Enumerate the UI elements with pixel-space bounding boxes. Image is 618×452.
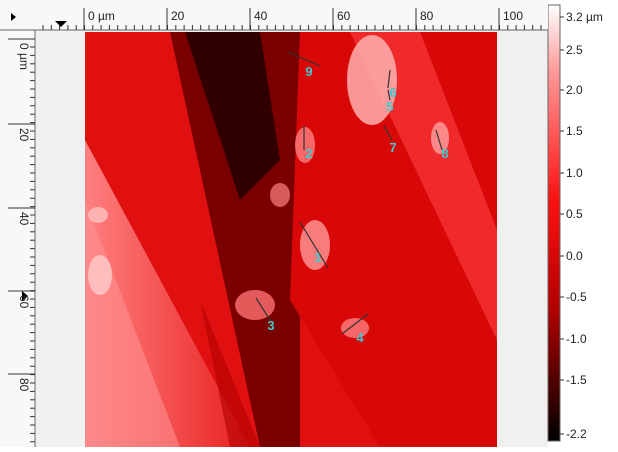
height-image xyxy=(85,32,497,447)
feature-marker[interactable]: 1 xyxy=(314,250,321,265)
feature-marker[interactable]: 4 xyxy=(356,330,364,345)
ruler-label: 0 µm xyxy=(17,43,31,70)
colorbar-label: 0.5 xyxy=(566,207,583,221)
feature-marker[interactable]: 3 xyxy=(267,318,274,333)
afm-viewer: 0 µm 20 40 60 80 100 0 µm 20 40 60 80 3.2 µm 2.5 2.0 1… xyxy=(0,0,618,447)
colorbar-label: 2.0 xyxy=(566,83,583,97)
ruler-label: 60 xyxy=(17,295,31,309)
ruler-label: 0 µm xyxy=(88,9,115,23)
ruler-label: 40 xyxy=(17,212,31,226)
ruler-label: 80 xyxy=(17,378,31,392)
feature-marker[interactable]: 2 xyxy=(305,146,312,161)
colorbar-label: -1.0 xyxy=(566,332,587,346)
colorbar-label: 3.2 µm xyxy=(566,10,603,24)
ruler-label: 100 xyxy=(503,9,523,23)
ruler-label: 20 xyxy=(17,128,31,142)
feature-marker[interactable]: 8 xyxy=(441,146,448,161)
colorbar-label: -1.5 xyxy=(566,373,587,387)
colorbar-label: -0.5 xyxy=(566,290,587,304)
colorbar-label: 1.0 xyxy=(566,166,583,180)
ruler-label: 60 xyxy=(337,9,351,23)
colorbar-label: -2.2 xyxy=(566,427,587,441)
ruler-label: 20 xyxy=(171,9,185,23)
feature-marker[interactable]: 6 xyxy=(389,85,396,100)
colorbar-label: 2.5 xyxy=(566,43,583,57)
feature-marker[interactable]: 5 xyxy=(386,99,393,114)
feature-marker[interactable]: 7 xyxy=(389,140,396,155)
colorbar-label: 1.5 xyxy=(566,124,583,138)
feature-marker[interactable]: 9 xyxy=(305,64,312,79)
ruler-label: 80 xyxy=(420,9,434,23)
colorbar xyxy=(548,5,560,441)
colorbar-label: 0.0 xyxy=(566,249,583,263)
ruler-label: 40 xyxy=(254,9,268,23)
